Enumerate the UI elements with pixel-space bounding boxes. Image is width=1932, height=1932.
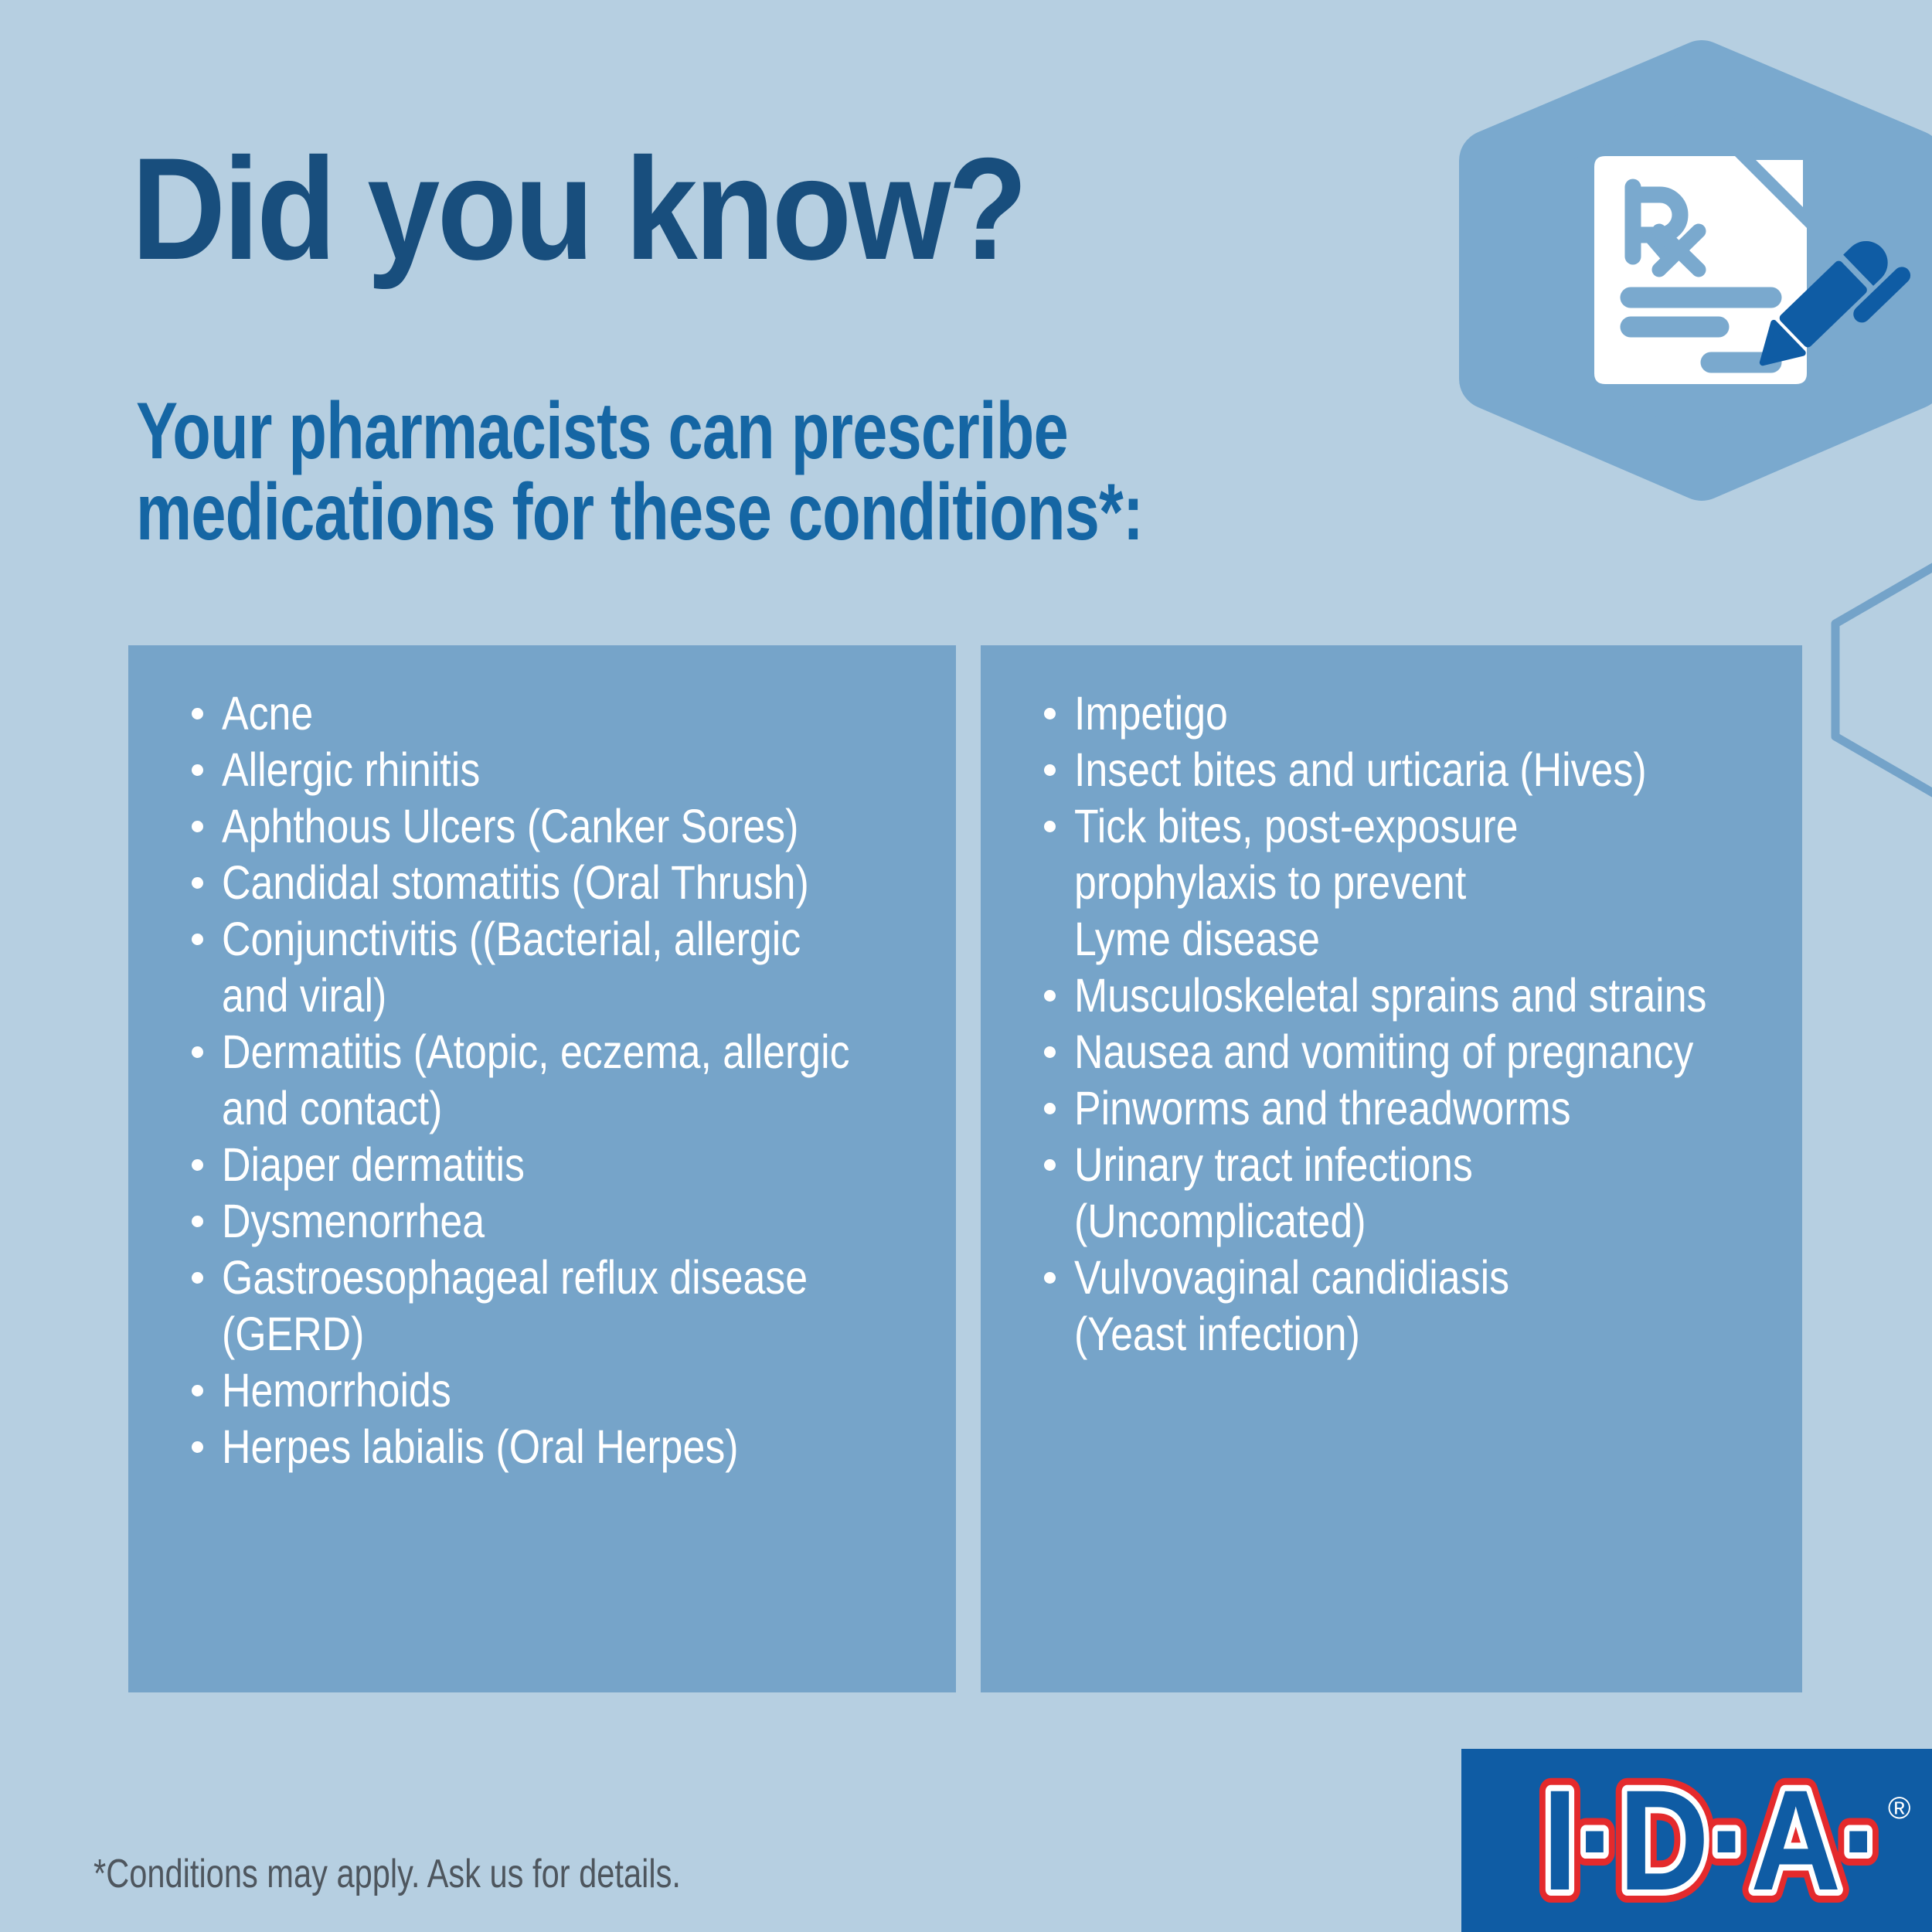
condition-text: Musculoskeletal sprains and strains [1074, 969, 1707, 1022]
page-title: Did you know? [131, 128, 1028, 290]
list-item: Aphthous Ulcers (Canker Sores) [192, 798, 956, 855]
bullet-icon [192, 1159, 203, 1171]
bullet-icon [1044, 1046, 1056, 1058]
list-item: Dermatitis (Atopic, eczema, allergic [192, 1024, 956, 1080]
ida-logo-text: I·D·A· [1543, 1761, 1883, 1920]
bullet-icon [192, 1272, 203, 1284]
condition-text: Nausea and vomiting of pregnancy [1074, 1026, 1694, 1078]
condition-text: prophylaxis to prevent [1074, 856, 1467, 909]
condition-text: Conjunctivitis ((Bacterial, allergic [222, 913, 801, 965]
ida-logo-outline-white: I·D·A· [1543, 1761, 1883, 1920]
list-item: Insect bites and urticaria (Hives) [1044, 742, 1802, 798]
list-item: Urinary tract infections [1044, 1137, 1802, 1193]
condition-text: Diaper dermatitis [222, 1138, 525, 1191]
bullet-icon [1044, 1159, 1056, 1171]
condition-text: Gastroesophageal reflux disease [222, 1251, 808, 1304]
condition-text: Aphthous Ulcers (Canker Sores) [222, 800, 799, 852]
list-item: Lyme disease [1044, 911, 1802, 968]
bullet-icon [192, 1385, 203, 1396]
subtitle-line-2: medications for these conditions*: [136, 468, 1144, 557]
bullet-icon [1044, 764, 1056, 776]
conditions-panel-left: Acne Allergic rhinitis Aphthous Ulcers (Ca… [128, 645, 956, 1692]
bullet-icon [1044, 1272, 1056, 1284]
condition-text: (GERD) [222, 1308, 365, 1360]
bullet-icon [1044, 990, 1056, 1002]
condition-text: Candidal stomatitis (Oral Thrush) [222, 856, 809, 909]
subtitle-line-1: Your pharmacists can prescribe [136, 386, 1069, 476]
ida-logo-block: I·D·A· I·D·A· I·D·A· ® [1461, 1749, 1932, 1932]
condition-text: Lyme disease [1074, 913, 1320, 965]
condition-text: Hemorrhoids [222, 1364, 451, 1417]
list-item: Conjunctivitis ((Bacterial, allergic [192, 911, 956, 968]
condition-text: (Yeast infection) [1074, 1308, 1360, 1360]
list-item: Herpes labialis (Oral Herpes) [192, 1419, 956, 1475]
list-item: prophylaxis to prevent [1044, 855, 1802, 911]
bullet-icon [192, 934, 203, 945]
list-item: Nausea and vomiting of pregnancy [1044, 1024, 1802, 1080]
footnote: *Conditions may apply. Ask us for detail… [94, 1852, 681, 1896]
pen-icon [1759, 241, 1911, 366]
bullet-icon [192, 821, 203, 832]
registered-mark: ® [1888, 1791, 1910, 1825]
list-item: Candidal stomatitis (Oral Thrush) [192, 855, 956, 911]
list-item: Tick bites, post-exposure [1044, 798, 1802, 855]
condition-text: Urinary tract infections [1074, 1138, 1473, 1191]
condition-text: and contact) [222, 1082, 443, 1134]
prescription-document-icon [1594, 156, 1911, 384]
condition-text: Tick bites, post-exposure [1074, 800, 1519, 852]
bullet-icon [192, 764, 203, 776]
ida-logo-outline-red: I·D·A· [1543, 1761, 1883, 1920]
bullet-icon [192, 1216, 203, 1227]
ida-logo: I·D·A· I·D·A· I·D·A· ® [1529, 1749, 1910, 1932]
condition-text: Vulvovaginal candidiasis [1074, 1251, 1510, 1304]
list-item: (Yeast infection) [1044, 1306, 1802, 1362]
hexagon-outline-icon [1831, 563, 1932, 798]
condition-text: Pinworms and threadworms [1074, 1082, 1571, 1134]
list-item: Gastroesophageal reflux disease [192, 1250, 956, 1306]
list-item: Impetigo [1044, 685, 1802, 742]
bullet-icon [192, 708, 203, 719]
list-item: and contact) [192, 1080, 956, 1137]
condition-text: Acne [222, 687, 314, 740]
bullet-icon [1044, 708, 1056, 719]
list-item: Diaper dermatitis [192, 1137, 956, 1193]
list-item: and viral) [192, 968, 956, 1024]
condition-text: Dermatitis (Atopic, eczema, allergic [222, 1026, 850, 1078]
condition-text: Insect bites and urticaria (Hives) [1074, 743, 1647, 796]
bullet-icon [192, 1441, 203, 1453]
bullet-icon [1044, 821, 1056, 832]
list-item: Vulvovaginal candidiasis [1044, 1250, 1802, 1306]
list-item: Dysmenorrhea [192, 1193, 956, 1250]
folded-corner-icon [1756, 160, 1803, 207]
list-item: Pinworms and threadworms [1044, 1080, 1802, 1137]
rx-symbol-icon [1624, 179, 1706, 277]
list-item: Musculoskeletal sprains and strains [1044, 968, 1802, 1024]
conditions-panel-right: Impetigo Insect bites and urticaria (Hive… [981, 645, 1802, 1692]
list-item: Hemorrhoids [192, 1362, 956, 1419]
bullet-icon [192, 877, 203, 889]
condition-text: Impetigo [1074, 687, 1228, 740]
list-item: Acne [192, 685, 956, 742]
condition-text: Herpes labialis (Oral Herpes) [222, 1420, 739, 1473]
condition-text: Dysmenorrhea [222, 1195, 485, 1247]
bullet-icon [192, 1046, 203, 1058]
condition-text: and viral) [222, 969, 387, 1022]
page-subtitle: Your pharmacists can prescribe medicatio… [136, 386, 1144, 557]
list-item: (Uncomplicated) [1044, 1193, 1802, 1250]
condition-text: (Uncomplicated) [1074, 1195, 1366, 1247]
list-item: (GERD) [192, 1306, 956, 1362]
condition-text: Allergic rhinitis [222, 743, 481, 796]
bullet-icon [1044, 1103, 1056, 1114]
list-item: Allergic rhinitis [192, 742, 956, 798]
